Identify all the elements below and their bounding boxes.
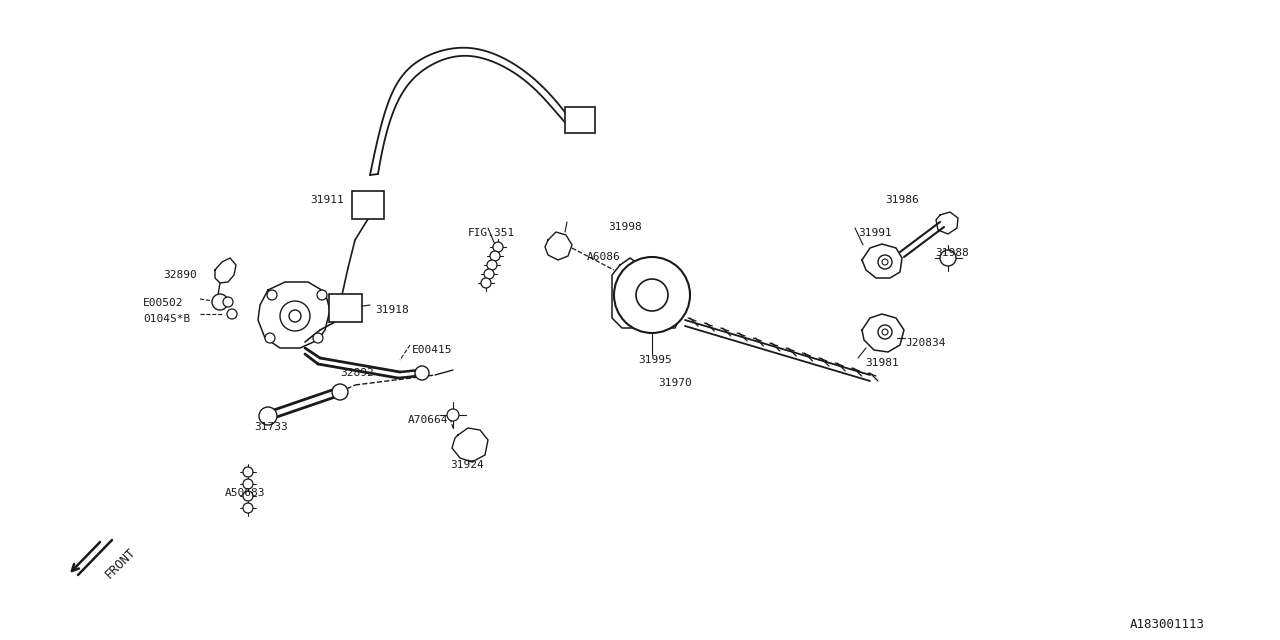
Text: 31970: 31970 bbox=[658, 378, 691, 388]
Text: 31911: 31911 bbox=[310, 195, 344, 205]
Text: A70664: A70664 bbox=[408, 415, 448, 425]
Bar bbox=[564, 107, 595, 133]
Text: FIG.351: FIG.351 bbox=[468, 228, 516, 238]
Circle shape bbox=[265, 333, 275, 343]
Text: 31986: 31986 bbox=[884, 195, 919, 205]
Text: J20834: J20834 bbox=[905, 338, 946, 348]
Text: 31918: 31918 bbox=[375, 305, 408, 315]
Text: 31981: 31981 bbox=[865, 358, 899, 368]
Circle shape bbox=[447, 409, 460, 421]
Circle shape bbox=[882, 329, 888, 335]
Circle shape bbox=[317, 290, 326, 300]
Text: A183001113: A183001113 bbox=[1130, 618, 1204, 631]
Circle shape bbox=[289, 310, 301, 322]
Circle shape bbox=[212, 294, 228, 310]
Text: 31733: 31733 bbox=[253, 422, 288, 432]
Circle shape bbox=[223, 297, 233, 307]
Text: E00415: E00415 bbox=[412, 345, 453, 355]
Text: A50683: A50683 bbox=[225, 488, 265, 498]
Text: 31924: 31924 bbox=[451, 460, 484, 470]
Circle shape bbox=[882, 259, 888, 265]
Text: 31991: 31991 bbox=[858, 228, 892, 238]
Circle shape bbox=[415, 366, 429, 380]
Circle shape bbox=[332, 384, 348, 400]
Text: 32890: 32890 bbox=[163, 270, 197, 280]
Text: 32892: 32892 bbox=[340, 368, 374, 378]
Circle shape bbox=[490, 251, 500, 261]
Circle shape bbox=[878, 255, 892, 269]
Text: E00502: E00502 bbox=[143, 298, 183, 308]
Bar bbox=[352, 191, 384, 219]
Text: 31995: 31995 bbox=[637, 355, 672, 365]
Circle shape bbox=[243, 491, 253, 501]
Circle shape bbox=[484, 269, 494, 279]
Circle shape bbox=[268, 290, 276, 300]
Circle shape bbox=[486, 260, 497, 270]
Bar bbox=[329, 294, 361, 322]
Circle shape bbox=[636, 279, 668, 311]
Text: A6086: A6086 bbox=[588, 252, 621, 262]
Circle shape bbox=[243, 479, 253, 489]
Circle shape bbox=[259, 407, 276, 425]
Circle shape bbox=[493, 242, 503, 252]
Text: FRONT: FRONT bbox=[102, 545, 138, 580]
Circle shape bbox=[227, 309, 237, 319]
Circle shape bbox=[280, 301, 310, 331]
Circle shape bbox=[481, 278, 492, 288]
Circle shape bbox=[243, 503, 253, 513]
Text: 31988: 31988 bbox=[934, 248, 969, 258]
Circle shape bbox=[243, 467, 253, 477]
Circle shape bbox=[940, 250, 956, 266]
Circle shape bbox=[614, 257, 690, 333]
Text: 0104S*B: 0104S*B bbox=[143, 314, 191, 324]
Circle shape bbox=[878, 325, 892, 339]
Text: 31998: 31998 bbox=[608, 222, 641, 232]
Circle shape bbox=[314, 333, 323, 343]
